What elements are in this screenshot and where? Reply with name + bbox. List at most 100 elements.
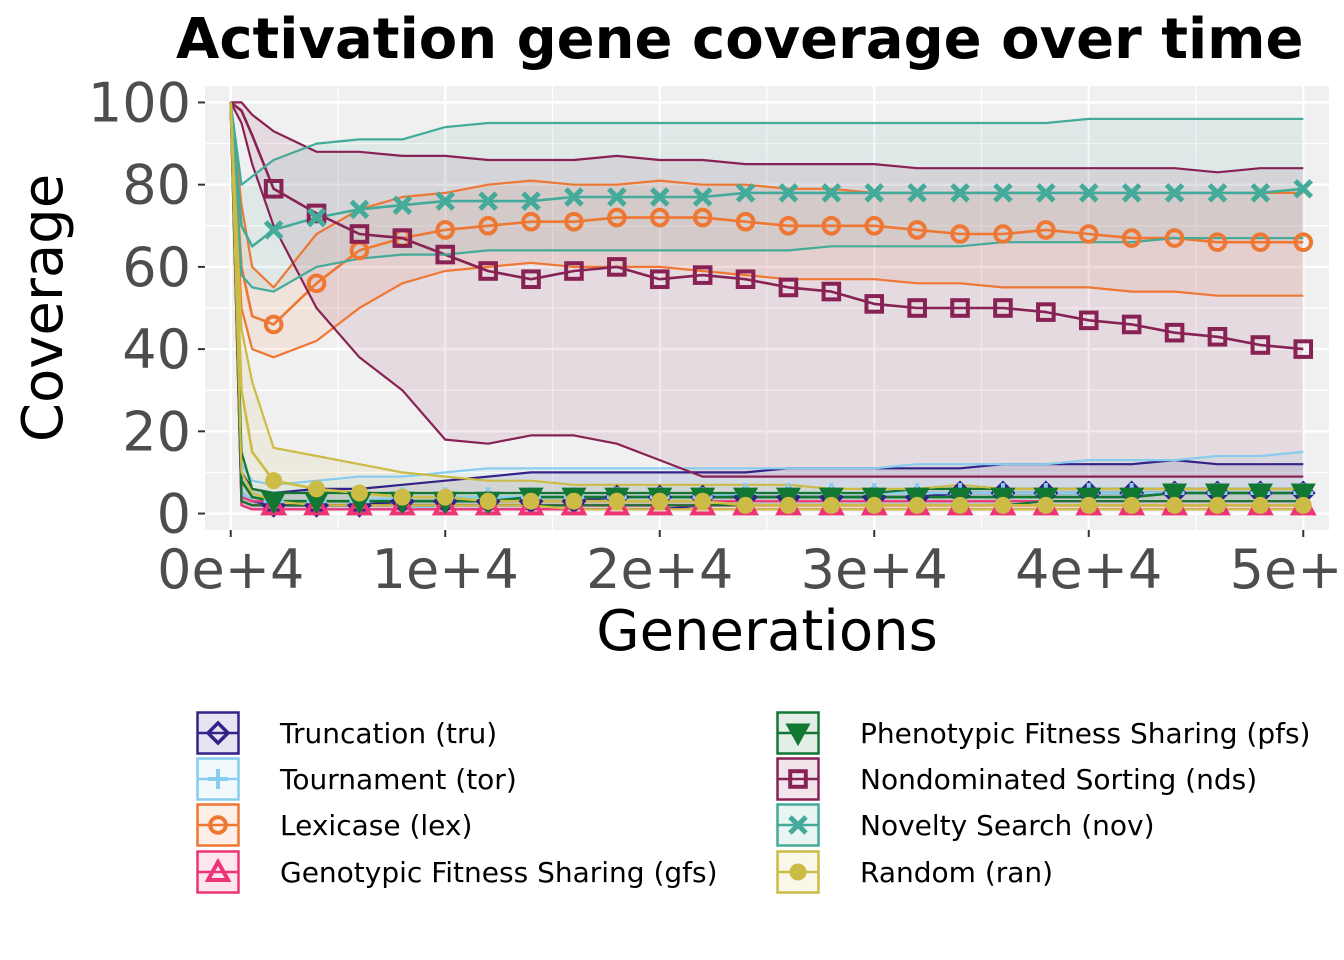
x-tick-label: 1e+4 bbox=[372, 538, 519, 601]
point-lexicase bbox=[1293, 232, 1314, 253]
point-nondominated-sorting bbox=[1250, 335, 1271, 355]
upper-line-novelty-search bbox=[229, 102, 1304, 186]
point-nondominated-sorting bbox=[1164, 322, 1185, 343]
band-random bbox=[230, 102, 1304, 510]
legend-item-genotypic-fitness-sharing[interactable]: Genotypic Fitness Sharing (gfs) bbox=[196, 849, 718, 895]
point-random bbox=[522, 492, 540, 510]
point-random bbox=[436, 488, 454, 506]
point-lexicase bbox=[950, 224, 970, 244]
point-lexicase bbox=[993, 224, 1013, 244]
median-line-novelty-search bbox=[229, 102, 1304, 248]
point-random bbox=[265, 472, 283, 490]
point-random bbox=[608, 492, 626, 510]
point-random bbox=[308, 480, 326, 498]
lower-line-nondominated-sorting bbox=[229, 101, 1304, 478]
legend-label: Truncation (tru) bbox=[280, 716, 498, 750]
series-lines bbox=[229, 101, 1304, 511]
legend-label: Tournament (tor) bbox=[280, 762, 517, 796]
legend-key-truncation bbox=[196, 711, 240, 755]
upper-line-random bbox=[229, 102, 1304, 490]
legend-item-phenotypic-fitness-sharing[interactable]: Phenotypic Fitness Sharing (pfs) bbox=[776, 710, 1310, 756]
point-lexicase bbox=[1078, 224, 1099, 244]
point-novelty-search bbox=[864, 183, 885, 203]
point-novelty-search bbox=[1250, 183, 1271, 203]
y-tick-label: 80 bbox=[122, 154, 191, 217]
point-nondominated-sorting bbox=[607, 257, 627, 277]
lower-line-lexicase bbox=[229, 102, 1304, 359]
band-lexicase bbox=[230, 102, 1304, 358]
point-lexicase bbox=[478, 215, 498, 236]
point-phenotypic-fitness-sharing bbox=[261, 491, 287, 515]
legend-item-novelty-search[interactable]: Novelty Search (nov) bbox=[776, 802, 1155, 848]
legend-marker bbox=[208, 769, 228, 789]
point-novelty-search bbox=[778, 183, 799, 203]
legend-label: Random (ran) bbox=[860, 855, 1054, 889]
point-nondominated-sorting bbox=[993, 298, 1013, 318]
point-lexicase bbox=[263, 314, 284, 335]
series-markers bbox=[260, 178, 1317, 518]
point-random bbox=[1080, 496, 1098, 514]
point-novelty-search bbox=[564, 187, 584, 207]
point-lexicase bbox=[735, 211, 756, 232]
band-truncation bbox=[230, 102, 1304, 510]
point-novelty-search bbox=[692, 187, 713, 207]
point-random bbox=[1166, 496, 1184, 514]
point-nondominated-sorting bbox=[778, 277, 799, 298]
legend-item-nondominated-sorting[interactable]: Nondominated Sorting (nds) bbox=[776, 756, 1257, 802]
point-lexicase bbox=[521, 211, 541, 232]
point-random bbox=[1037, 496, 1055, 514]
point-novelty-search bbox=[306, 207, 327, 228]
point-phenotypic-fitness-sharing bbox=[1247, 483, 1273, 507]
point-nondominated-sorting bbox=[306, 203, 327, 224]
point-novelty-search bbox=[735, 183, 756, 203]
median-line-nondominated-sorting bbox=[229, 101, 1304, 351]
legend-item-tournament[interactable]: Tournament (tor) bbox=[196, 756, 517, 802]
point-lexicase bbox=[607, 207, 627, 228]
point-novelty-search bbox=[950, 183, 970, 203]
legend-item-random[interactable]: Random (ran) bbox=[776, 849, 1053, 895]
lower-line-novelty-search bbox=[229, 102, 1304, 293]
point-random bbox=[479, 492, 497, 510]
lower-line-random bbox=[229, 102, 1304, 511]
point-random bbox=[822, 496, 840, 514]
point-random bbox=[393, 488, 411, 506]
point-nondominated-sorting bbox=[821, 281, 842, 302]
point-novelty-search bbox=[521, 191, 541, 211]
x-tick-label: 3e+4 bbox=[801, 538, 948, 601]
point-lexicase bbox=[1036, 220, 1056, 240]
series-bands bbox=[230, 102, 1304, 510]
point-random bbox=[694, 492, 712, 510]
point-novelty-search bbox=[1164, 183, 1185, 203]
point-lexicase bbox=[778, 215, 799, 236]
point-random bbox=[651, 492, 669, 510]
point-lexicase bbox=[435, 220, 456, 240]
median-line-lexicase bbox=[229, 102, 1304, 326]
point-nondominated-sorting bbox=[564, 261, 584, 281]
legend-key-lexicase bbox=[196, 803, 240, 847]
legend-key-nondominated-sorting bbox=[776, 757, 820, 801]
point-novelty-search bbox=[649, 187, 670, 207]
point-nondominated-sorting bbox=[392, 228, 413, 248]
legend-key-random bbox=[776, 850, 820, 894]
point-nondominated-sorting bbox=[263, 178, 284, 199]
point-lexicase bbox=[864, 215, 885, 236]
upper-line-truncation bbox=[229, 102, 1304, 495]
point-random bbox=[908, 496, 926, 514]
legend-item-lexicase[interactable]: Lexicase (lex) bbox=[196, 802, 472, 848]
point-nondominated-sorting bbox=[735, 269, 756, 290]
legend-item-truncation[interactable]: Truncation (tru) bbox=[196, 710, 497, 756]
legend-label: Novelty Search (nov) bbox=[860, 808, 1155, 842]
point-lexicase bbox=[692, 207, 713, 228]
point-nondominated-sorting bbox=[478, 261, 498, 281]
y-tick-label: 100 bbox=[88, 71, 191, 134]
point-random bbox=[1294, 496, 1312, 514]
point-phenotypic-fitness-sharing bbox=[1162, 483, 1188, 507]
point-novelty-search bbox=[349, 199, 370, 220]
legend-marker bbox=[788, 769, 808, 789]
point-random bbox=[951, 496, 969, 514]
point-nondominated-sorting bbox=[950, 298, 970, 318]
point-lexicase bbox=[1164, 228, 1185, 248]
point-nondominated-sorting bbox=[521, 269, 541, 290]
legend-label: Nondominated Sorting (nds) bbox=[860, 762, 1258, 796]
